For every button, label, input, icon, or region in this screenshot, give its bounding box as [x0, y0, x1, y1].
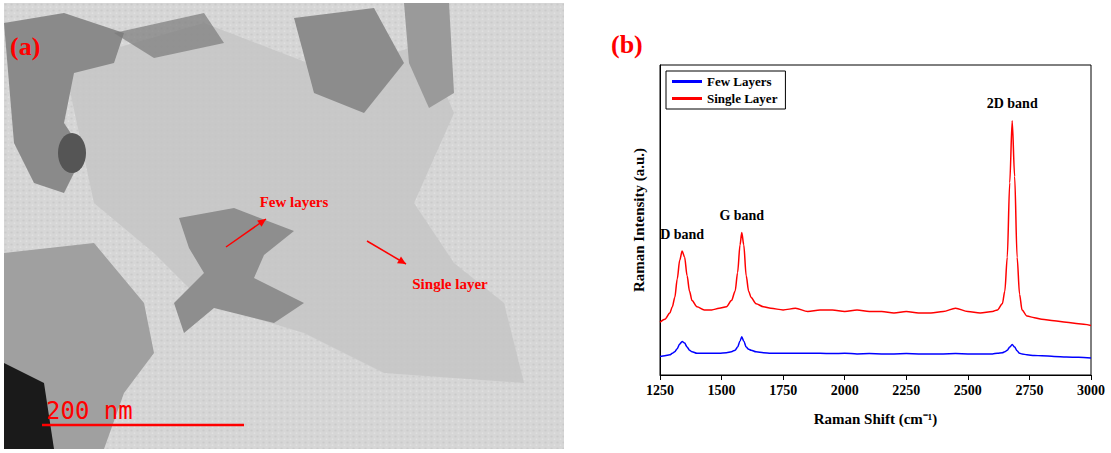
- svg-text:(a): (a): [10, 32, 40, 61]
- svg-text:2000: 2000: [831, 383, 859, 398]
- svg-text:2500: 2500: [954, 383, 982, 398]
- svg-text:1500: 1500: [708, 383, 736, 398]
- svg-text:Raman Shift (cm⁻¹): Raman Shift (cm⁻¹): [814, 411, 938, 428]
- svg-text:200 nm: 200 nm: [46, 397, 133, 425]
- svg-text:Single layer: Single layer: [412, 276, 488, 292]
- svg-text:2750: 2750: [1015, 383, 1043, 398]
- svg-text:2D band: 2D band: [987, 96, 1038, 111]
- svg-text:Few Layers: Few Layers: [707, 74, 772, 89]
- svg-text:Few layers: Few layers: [260, 194, 329, 210]
- svg-text:Raman Intensity (a.u.): Raman Intensity (a.u.): [631, 148, 648, 292]
- svg-text:Single Layer: Single Layer: [707, 91, 778, 106]
- svg-text:1750: 1750: [769, 383, 797, 398]
- svg-text:1250: 1250: [646, 383, 674, 398]
- svg-text:2250: 2250: [892, 383, 920, 398]
- svg-text:(b): (b): [611, 30, 643, 59]
- svg-text:3000: 3000: [1077, 383, 1105, 398]
- svg-text:G band: G band: [719, 208, 764, 223]
- svg-text:D band: D band: [660, 227, 704, 242]
